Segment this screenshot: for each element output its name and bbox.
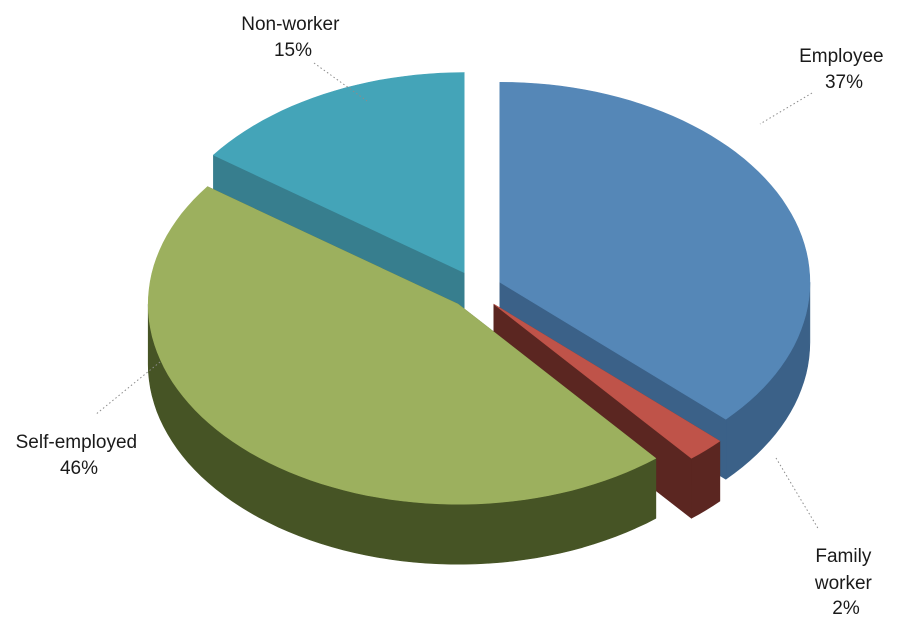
data-label-self-employed-name: Self-employed	[16, 432, 137, 453]
self-employed-slice-top	[147, 186, 657, 505]
leader-employee	[759, 92, 813, 125]
employee-slice-top	[499, 82, 811, 420]
data-label-self-employed-value: 46%	[60, 458, 98, 479]
data-label-self-employed: Self-employed 46%	[16, 432, 143, 479]
non-worker-slice-top	[213, 72, 465, 273]
pie-slices	[147, 72, 811, 565]
data-label-family-worker-line2: worker	[814, 573, 873, 594]
data-label-employee-name: Employee	[799, 46, 884, 67]
data-label-non-worker-name: Non-worker	[241, 14, 340, 35]
data-label-non-worker-value: 15%	[274, 40, 312, 61]
data-label-family-worker: Family worker 2%	[814, 546, 877, 619]
data-label-family-worker-value: 2%	[832, 598, 860, 619]
data-label-non-worker: Non-worker 15%	[241, 14, 344, 61]
leader-family-worker	[775, 457, 820, 531]
data-label-employee-value: 37%	[825, 72, 863, 93]
leader-non-worker	[313, 62, 368, 102]
data-label-family-worker-line1: Family	[815, 546, 871, 567]
family-worker-slice-top	[493, 303, 721, 459]
data-label-employee: Employee 37%	[799, 46, 889, 93]
